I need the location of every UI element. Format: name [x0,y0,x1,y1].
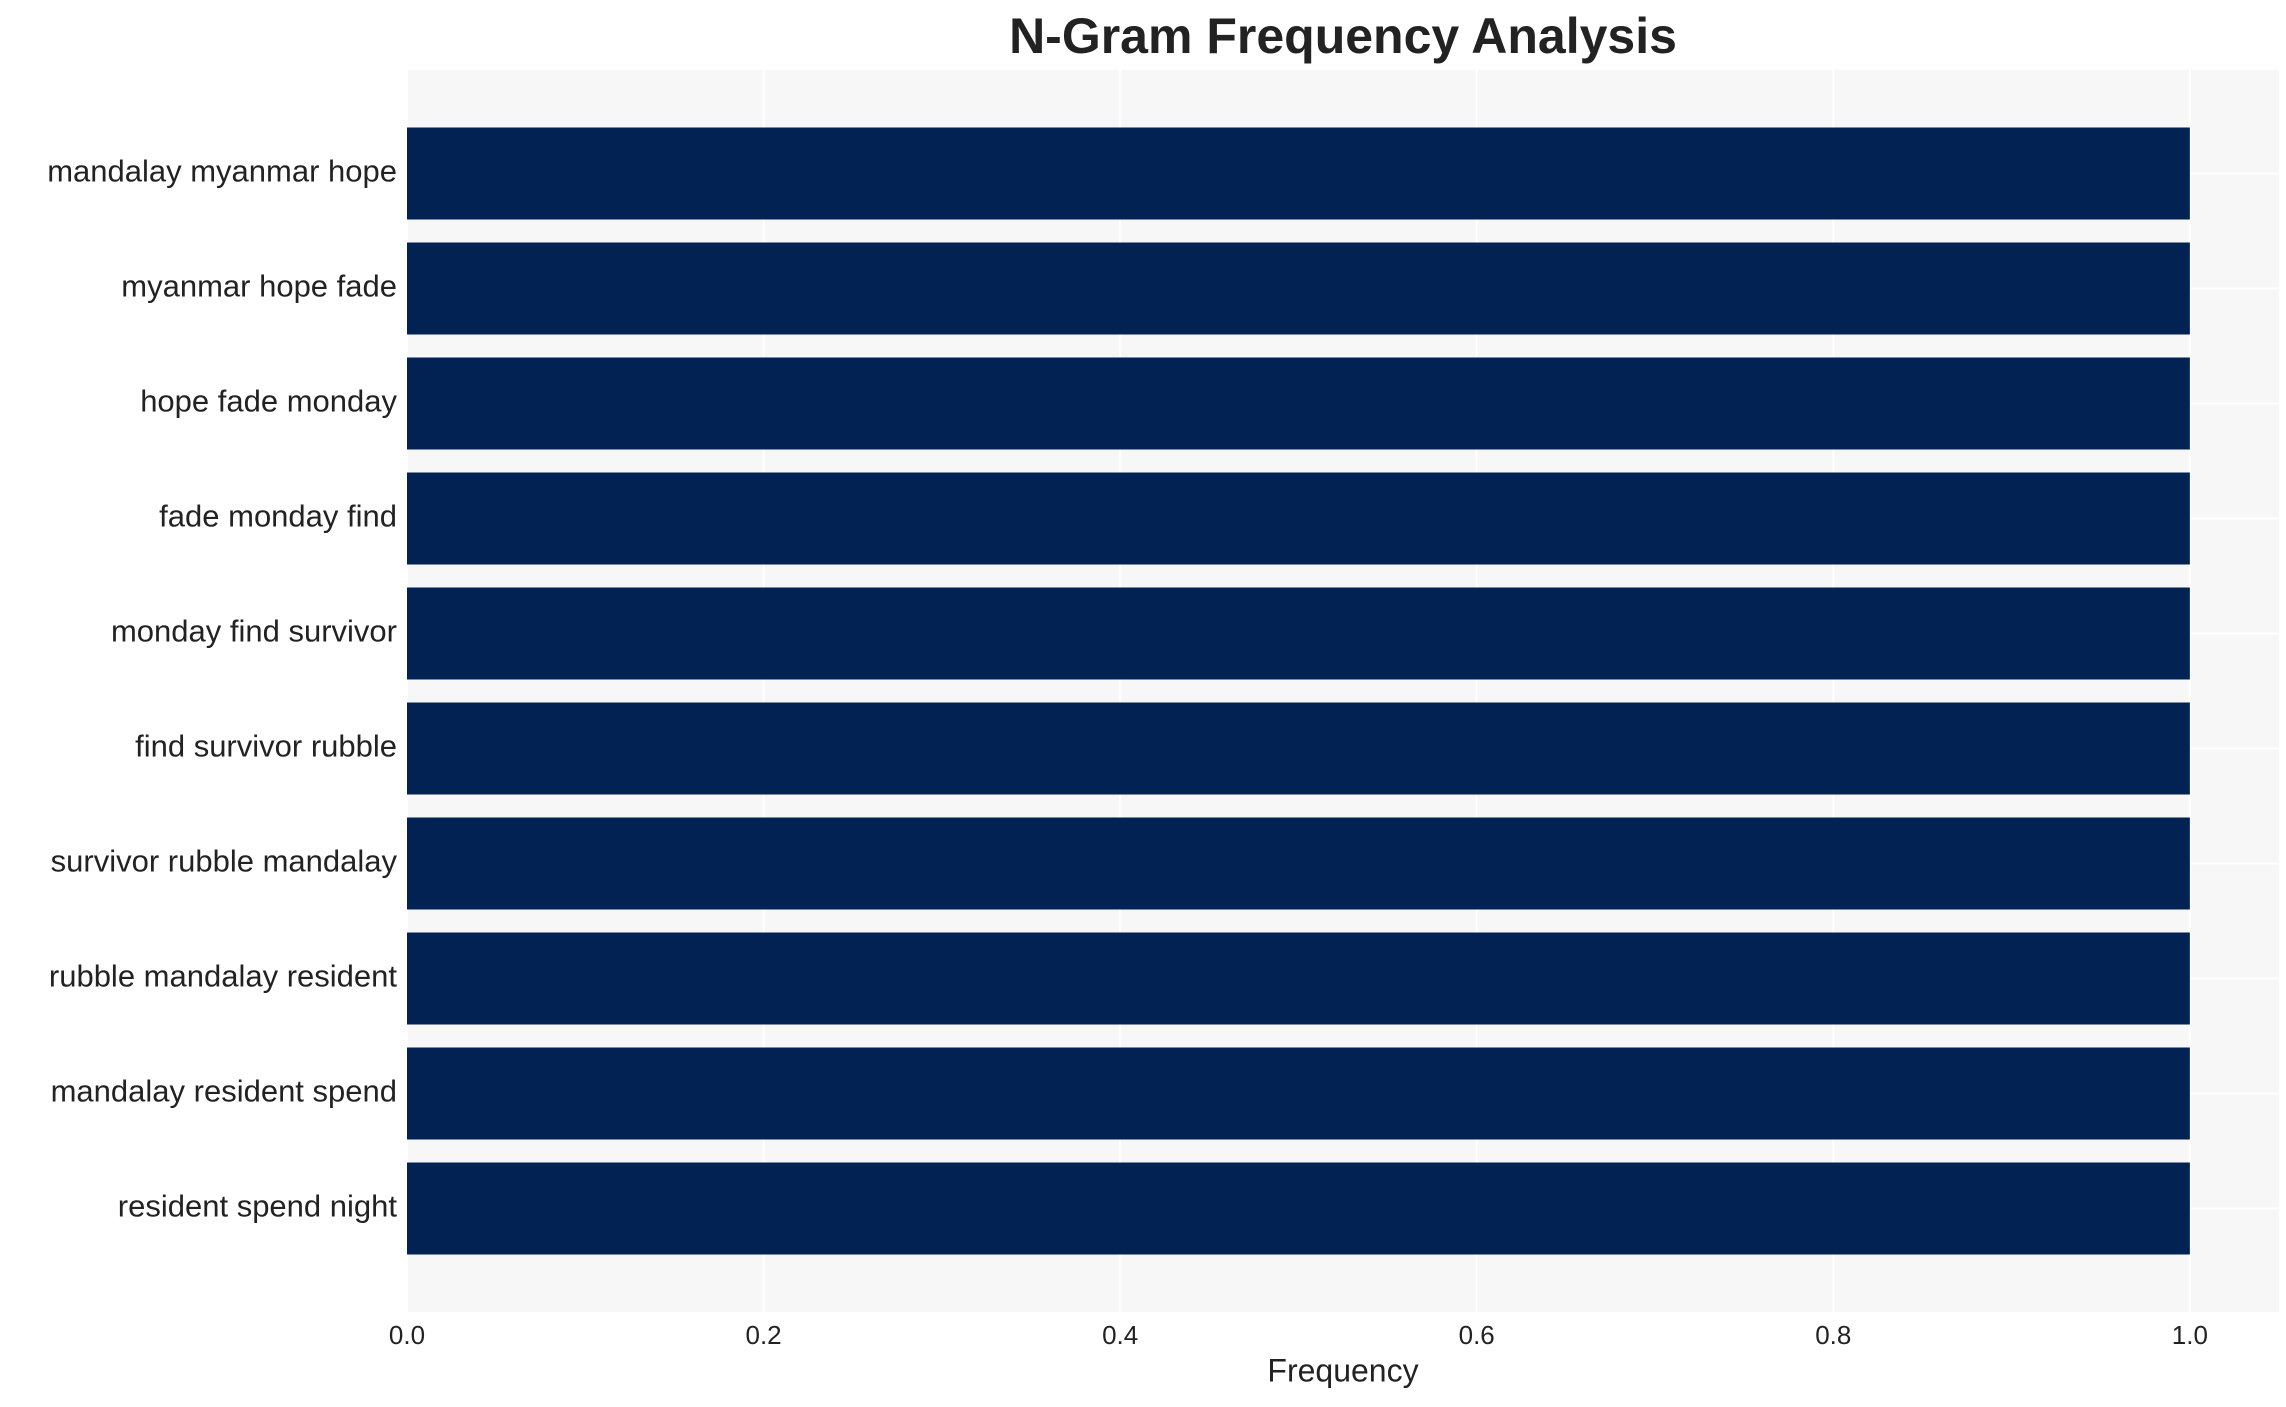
bar [407,1047,2190,1140]
x-tick-label: 0.4 [1102,1320,1138,1350]
y-tick-label: myanmar hope fade [121,269,397,304]
bar [407,357,2190,450]
y-tick-label: mandalay resident spend [51,1074,397,1109]
y-tick-label: survivor rubble mandalay [51,844,398,879]
bar [407,472,2190,565]
x-axis-label: Frequency [1267,1352,1418,1388]
x-tick-label: 0.0 [389,1320,425,1350]
x-tick-label: 0.8 [1815,1320,1851,1350]
y-tick-label: hope fade monday [140,384,397,419]
y-tick-label: find survivor rubble [135,729,397,764]
y-tick-label: rubble mandalay resident [49,959,397,994]
bar [407,242,2190,335]
y-tick-label: fade monday find [159,499,397,534]
bar [407,1162,2190,1255]
bar [407,587,2190,680]
y-tick-label: monday find survivor [111,614,397,649]
bar [407,817,2190,910]
bar [407,702,2190,795]
bar [407,932,2190,1025]
x-tick-label: 1.0 [2172,1320,2208,1350]
y-tick-label: mandalay myanmar hope [47,154,397,189]
x-tick-label: 0.6 [1459,1320,1495,1350]
chart-title: N-Gram Frequency Analysis [1009,8,1677,64]
y-tick-label: resident spend night [118,1189,398,1224]
bar [407,127,2190,220]
x-tick-label: 0.2 [745,1320,781,1350]
